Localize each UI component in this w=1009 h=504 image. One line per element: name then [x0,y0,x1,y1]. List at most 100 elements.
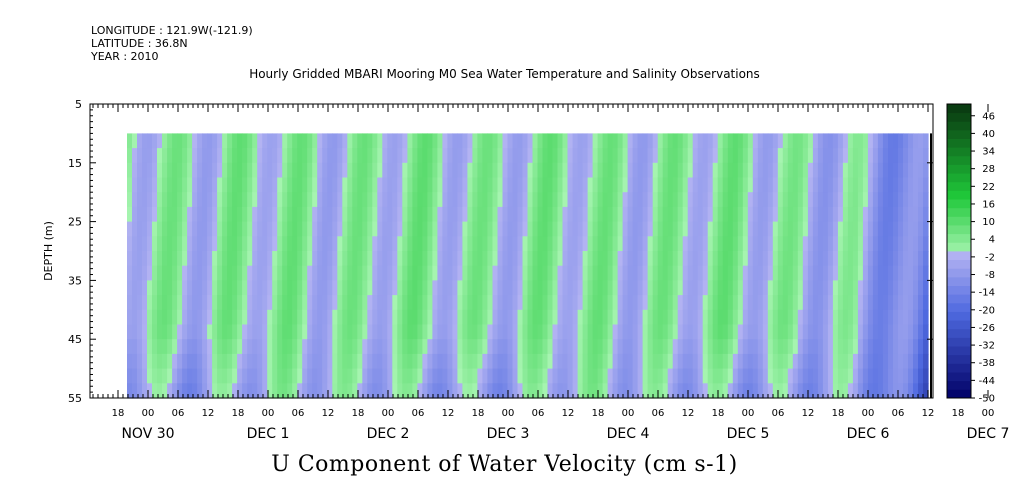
heatmap-cell [137,339,143,355]
colorbar-label: 40 [982,129,995,140]
heatmap-cell [697,309,704,326]
heatmap-cell [702,265,709,281]
heatmap-cell [582,309,589,326]
heatmap-cell [272,177,278,193]
heatmap-cell [532,148,539,164]
year-label: YEAR : 2010 [91,50,159,63]
heatmap-cell [512,221,519,237]
heatmap-cell [262,353,268,370]
heatmap-cell [357,280,363,296]
heatmap-cell [842,309,849,326]
heatmap-cell [667,133,674,149]
heatmap-cell [913,280,919,296]
heatmap-cell [442,265,448,281]
heatmap-cell [452,280,458,296]
heatmap-cell [337,192,343,208]
heatmap-cell [157,162,163,179]
heatmap-cell [697,206,704,223]
heatmap-cell [642,295,649,311]
heatmap-cell [217,324,223,340]
heatmap-cell [362,280,368,296]
heatmap-cell [297,206,303,223]
heatmap-cell [367,162,373,179]
heatmap-cell [232,177,238,193]
heatmap-cell [862,221,869,237]
heatmap-cell [137,295,143,311]
heatmap-cell [602,133,609,149]
heatmap-cell [222,251,228,267]
heatmap-cell [167,206,173,223]
heatmap-cell [362,368,368,384]
heatmap-cell [162,295,168,311]
heatmap-cell [567,236,574,252]
heatmap-cell [908,368,914,384]
heatmap-cell [212,265,218,281]
x-tick-label: 06 [532,408,545,419]
heatmap-cell [552,192,559,208]
heatmap-cell [267,192,273,208]
heatmap-cell [412,309,418,326]
colorbar-frame [946,103,972,399]
heatmap-cell [347,339,353,355]
heatmap-cell [682,162,689,179]
heatmap-cell [437,324,443,340]
heatmap-cell [562,309,569,326]
y-tick-label: 35 [68,274,82,287]
heatmap-cell [162,192,168,208]
heatmap-cell [908,295,914,311]
heatmap-cell [417,236,423,252]
heatmap-cell [347,309,353,326]
heatmap-cell [447,339,453,355]
heatmap-cell [577,353,584,370]
heatmap-cell [662,324,669,340]
heatmap-cell [272,353,278,370]
heatmap-cell [342,368,348,384]
heatmap-cell [908,221,914,237]
heatmap-cell [712,309,719,326]
heatmap-cell [852,383,859,399]
heatmap-cell [797,309,804,326]
heatmap-cell [512,295,519,311]
heatmap-cell [862,192,869,208]
heatmap-cell [652,353,659,370]
heatmap-cell [867,265,874,281]
heatmap-cell [427,177,433,193]
heatmap-cell [317,221,323,237]
heatmap-cell [862,206,869,223]
heatmap-cell [762,192,769,208]
heatmap-cell [217,353,223,370]
heatmap-cell [227,148,233,164]
heatmap-cell [572,236,579,252]
heatmap-cell [252,192,258,208]
heatmap-cell [412,162,418,179]
heatmap-cell [387,206,393,223]
heatmap-cell [837,221,844,237]
heatmap-cell [712,280,719,296]
heatmap-cell [447,192,453,208]
heatmap-cell [502,251,509,267]
heatmap-cell [502,353,509,370]
heatmap-cell [602,162,609,179]
heatmap-cell [282,295,288,311]
heatmap-cell [317,206,323,223]
heatmap-cell [637,192,644,208]
heatmap-cell [908,280,914,296]
heatmap-cell [407,206,413,223]
heatmap-cell [542,280,549,296]
heatmap-cell [767,368,774,384]
colorbar-swatch [947,164,971,174]
heatmap-cell [667,162,674,179]
heatmap-cell [142,162,148,179]
heatmap-cell [622,221,629,237]
heatmap-cell [137,177,143,193]
heatmap-cell [352,192,358,208]
heatmap-cell [162,339,168,355]
heatmap-cell [477,133,483,149]
heatmap-cell [322,309,328,326]
heatmap-cell [577,133,584,149]
heatmap-cell [327,339,333,355]
heatmap-cell [522,383,529,399]
heatmap-cell [692,339,699,355]
y-tick-label: 45 [68,333,82,346]
heatmap-cell [682,206,689,223]
